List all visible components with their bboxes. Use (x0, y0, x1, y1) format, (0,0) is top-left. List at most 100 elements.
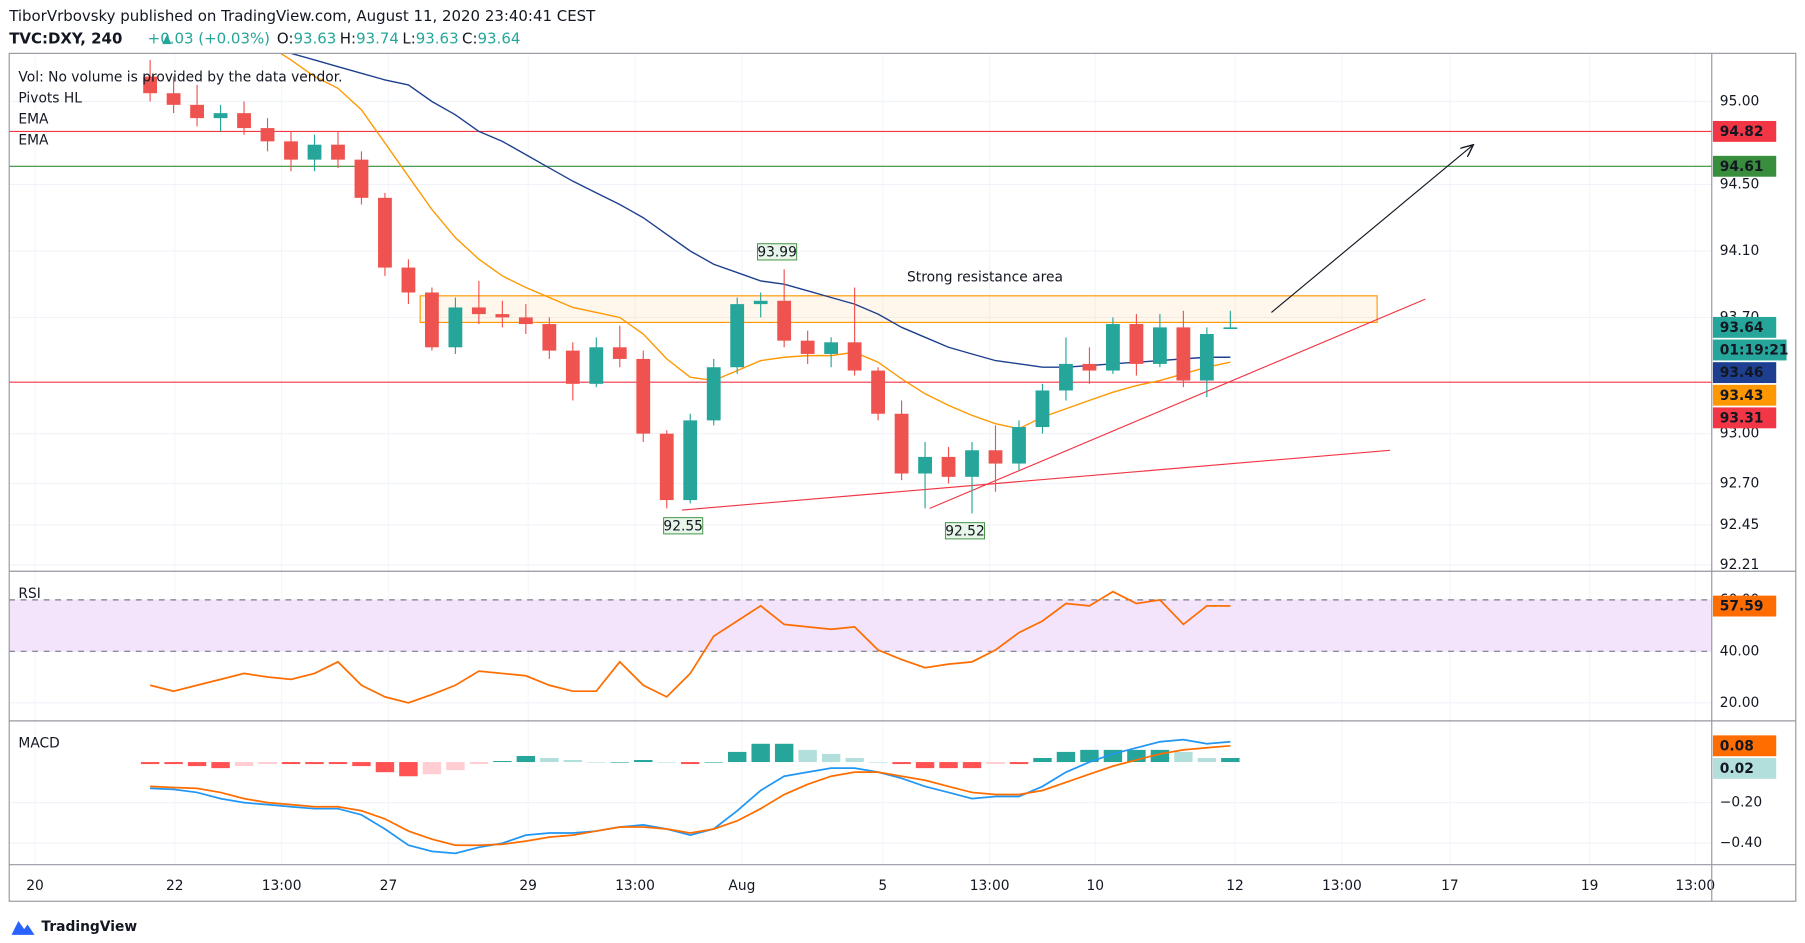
logo-icon (11, 920, 35, 935)
change: +0.03 (+0.03%) (148, 29, 270, 47)
line-price-label: 94.82 (1720, 124, 1764, 140)
rsi-title: RSI (18, 586, 40, 602)
candle-body (166, 93, 181, 105)
line-price-label-box (1712, 120, 1777, 142)
x-tick-label: 13:00 (1675, 878, 1715, 894)
histogram-bar (704, 762, 723, 763)
histogram-bar (868, 762, 888, 763)
trend-line (681, 449, 1391, 511)
histogram-bar (140, 762, 160, 765)
candle-body (965, 450, 979, 477)
x-tick-label: 13:00 (262, 878, 302, 894)
candle-body (612, 347, 627, 359)
histogram-bar (493, 761, 512, 763)
candle-body (988, 450, 1003, 464)
candle-body (1082, 363, 1097, 371)
candle-body (237, 113, 251, 129)
histogram-bar (399, 762, 418, 777)
candle-body (307, 144, 322, 160)
candle-body (542, 324, 557, 351)
high-label: H: (340, 29, 356, 47)
histogram-bar (540, 757, 559, 763)
indicator-line (150, 744, 1231, 847)
legend-entry: EMA (18, 111, 49, 127)
histogram-bar (328, 762, 348, 765)
candle-body (425, 292, 439, 348)
x-tick-label: 19 (1581, 878, 1599, 894)
candle-body (448, 307, 463, 348)
ema-line (288, 53, 1231, 368)
zone-label: Strong resistance area (907, 269, 1063, 285)
x-tick-label: 17 (1441, 878, 1459, 894)
histogram-bar (1197, 757, 1217, 763)
ema-price-label: 93.46 (1720, 365, 1764, 381)
histogram-bar (610, 762, 629, 763)
candle-body (894, 413, 909, 474)
histogram-bar (587, 762, 606, 763)
candle-body (378, 197, 392, 268)
arrow (1271, 145, 1473, 313)
last-price-label: 93.64 (1720, 320, 1764, 336)
x-tick-label: 10 (1087, 878, 1105, 894)
y-tick-label: 92.21 (1720, 557, 1760, 573)
line-price-label-box (1712, 155, 1777, 177)
x-tick-label: 20 (26, 878, 44, 894)
histogram-bar (845, 757, 864, 763)
symbol-line: TVC:DXY, 240 +0.03 (+0.03%) O:93.63 H:93.74… (9, 29, 520, 47)
candle-body (589, 347, 604, 384)
candle-body (190, 104, 204, 119)
histogram-bar (516, 755, 536, 763)
histogram-bar (1221, 757, 1240, 763)
histogram-bar (164, 762, 183, 765)
symbol: TVC:DXY, 240 (9, 29, 122, 47)
histogram-bar (751, 743, 770, 763)
rsi-band (9, 599, 1712, 652)
macd-title: MACD (18, 735, 59, 751)
legend-entry: Pivots HL (18, 91, 82, 107)
histogram-bar (939, 762, 958, 769)
resistance-zone (419, 295, 1378, 323)
countdown-label: 01:19:21 (1720, 343, 1789, 359)
countdown-label-box (1712, 339, 1787, 361)
trend-line (929, 298, 1426, 509)
y-tick-label: 92.45 (1720, 517, 1760, 533)
low-value: 93.63 (416, 29, 459, 47)
histogram-bar (892, 762, 911, 765)
last-price-label-box (1712, 316, 1777, 338)
candle-body (683, 420, 698, 501)
y-tick-label: −0.20 (1720, 795, 1762, 811)
close-value: 93.64 (478, 29, 521, 47)
ema-price-label-box (1712, 384, 1777, 406)
candle-body (1035, 390, 1050, 428)
candle-body (495, 314, 510, 318)
candle-body (284, 141, 298, 160)
pivot-label: 93.99 (757, 244, 797, 260)
pivot-label: 92.55 (663, 518, 703, 534)
histogram-bar (915, 762, 935, 769)
open-label: O: (277, 29, 294, 47)
candle-body (518, 317, 533, 325)
candle-body (565, 350, 580, 384)
candle-body (824, 342, 839, 354)
histogram-bar (422, 762, 442, 775)
histogram-bar (305, 762, 324, 765)
candle-body (918, 456, 932, 474)
histogram-bar (187, 762, 207, 767)
x-tick-label: 13:00 (1322, 878, 1362, 894)
candle-body (659, 433, 674, 501)
y-tick-label: 95.00 (1720, 93, 1760, 109)
close-label: C: (462, 29, 477, 47)
brand: TradingView (41, 919, 137, 935)
ema-price-label: 93.43 (1720, 388, 1764, 404)
candle-body (753, 300, 768, 305)
rsi-value-label-box (1712, 595, 1777, 617)
x-tick-label: 5 (878, 878, 887, 894)
candle-body (706, 367, 721, 421)
histogram-value-label-box (1712, 757, 1777, 779)
histogram-bar (774, 743, 794, 763)
candle-body (1059, 363, 1073, 391)
histogram-bar (1056, 751, 1076, 763)
candle-body (1223, 327, 1238, 330)
histogram-bar (634, 760, 653, 763)
candle-body (1106, 324, 1120, 371)
